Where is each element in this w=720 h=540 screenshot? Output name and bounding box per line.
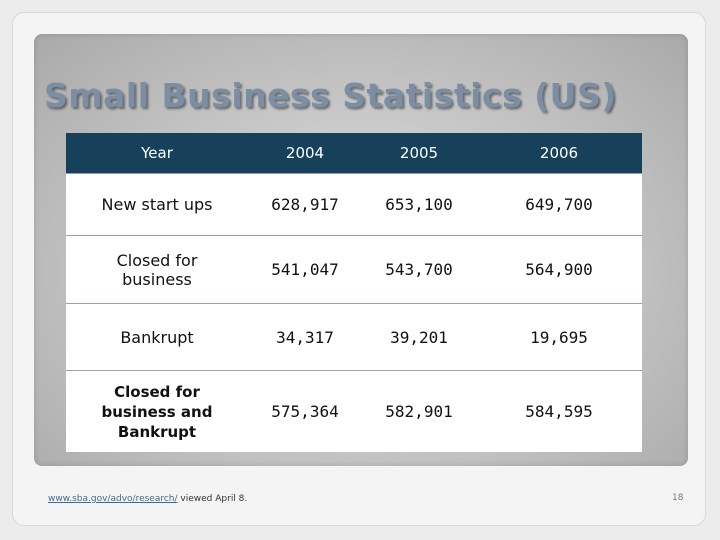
table-cell: 575,364 [248,370,362,452]
table-header-row: Year 2004 2005 2006 [66,133,642,174]
table-cell: 541,047 [248,235,362,304]
table-cell: 628,917 [248,173,362,236]
source-note: viewed April 8. [177,494,248,504]
table-row: New start ups 628,917 653,100 649,700 [66,173,642,236]
table-cell: 653,100 [362,173,476,236]
header-2005: 2005 [362,133,476,174]
row-label-closed-for-business: Closed for business [66,235,248,304]
table-cell: 582,901 [362,370,476,452]
row-label-closed-and-bankrupt: Closed for business and Bankrupt [66,370,248,452]
source-link[interactable]: www.sba.gov/advo/research/ [48,494,178,504]
row-label-new-start-ups: New start ups [66,173,248,236]
table-cell: 564,900 [476,235,642,304]
table-cell: 584,595 [476,370,642,452]
table-row: Closed for business 541,047 543,700 564,… [66,235,642,304]
source-footer: www.sba.gov/advo/research/ viewed April … [48,494,247,504]
header-2006: 2006 [476,133,642,174]
table-cell: 19,695 [476,303,642,371]
table-row: Closed for business and Bankrupt 575,364… [66,370,642,452]
header-year: Year [66,133,248,174]
row-label-bankrupt: Bankrupt [66,303,248,371]
table-cell: 39,201 [362,303,476,371]
statistics-table: Year 2004 2005 2006 New start ups 628,91… [66,133,642,452]
table-cell: 34,317 [248,303,362,371]
table-cell: 543,700 [362,235,476,304]
table-cell: 649,700 [476,173,642,236]
slide-title: Small Business Statistics (US) [44,76,617,115]
table-row: Bankrupt 34,317 39,201 19,695 [66,303,642,371]
page-number: 18 [672,493,684,503]
header-2004: 2004 [248,133,362,174]
